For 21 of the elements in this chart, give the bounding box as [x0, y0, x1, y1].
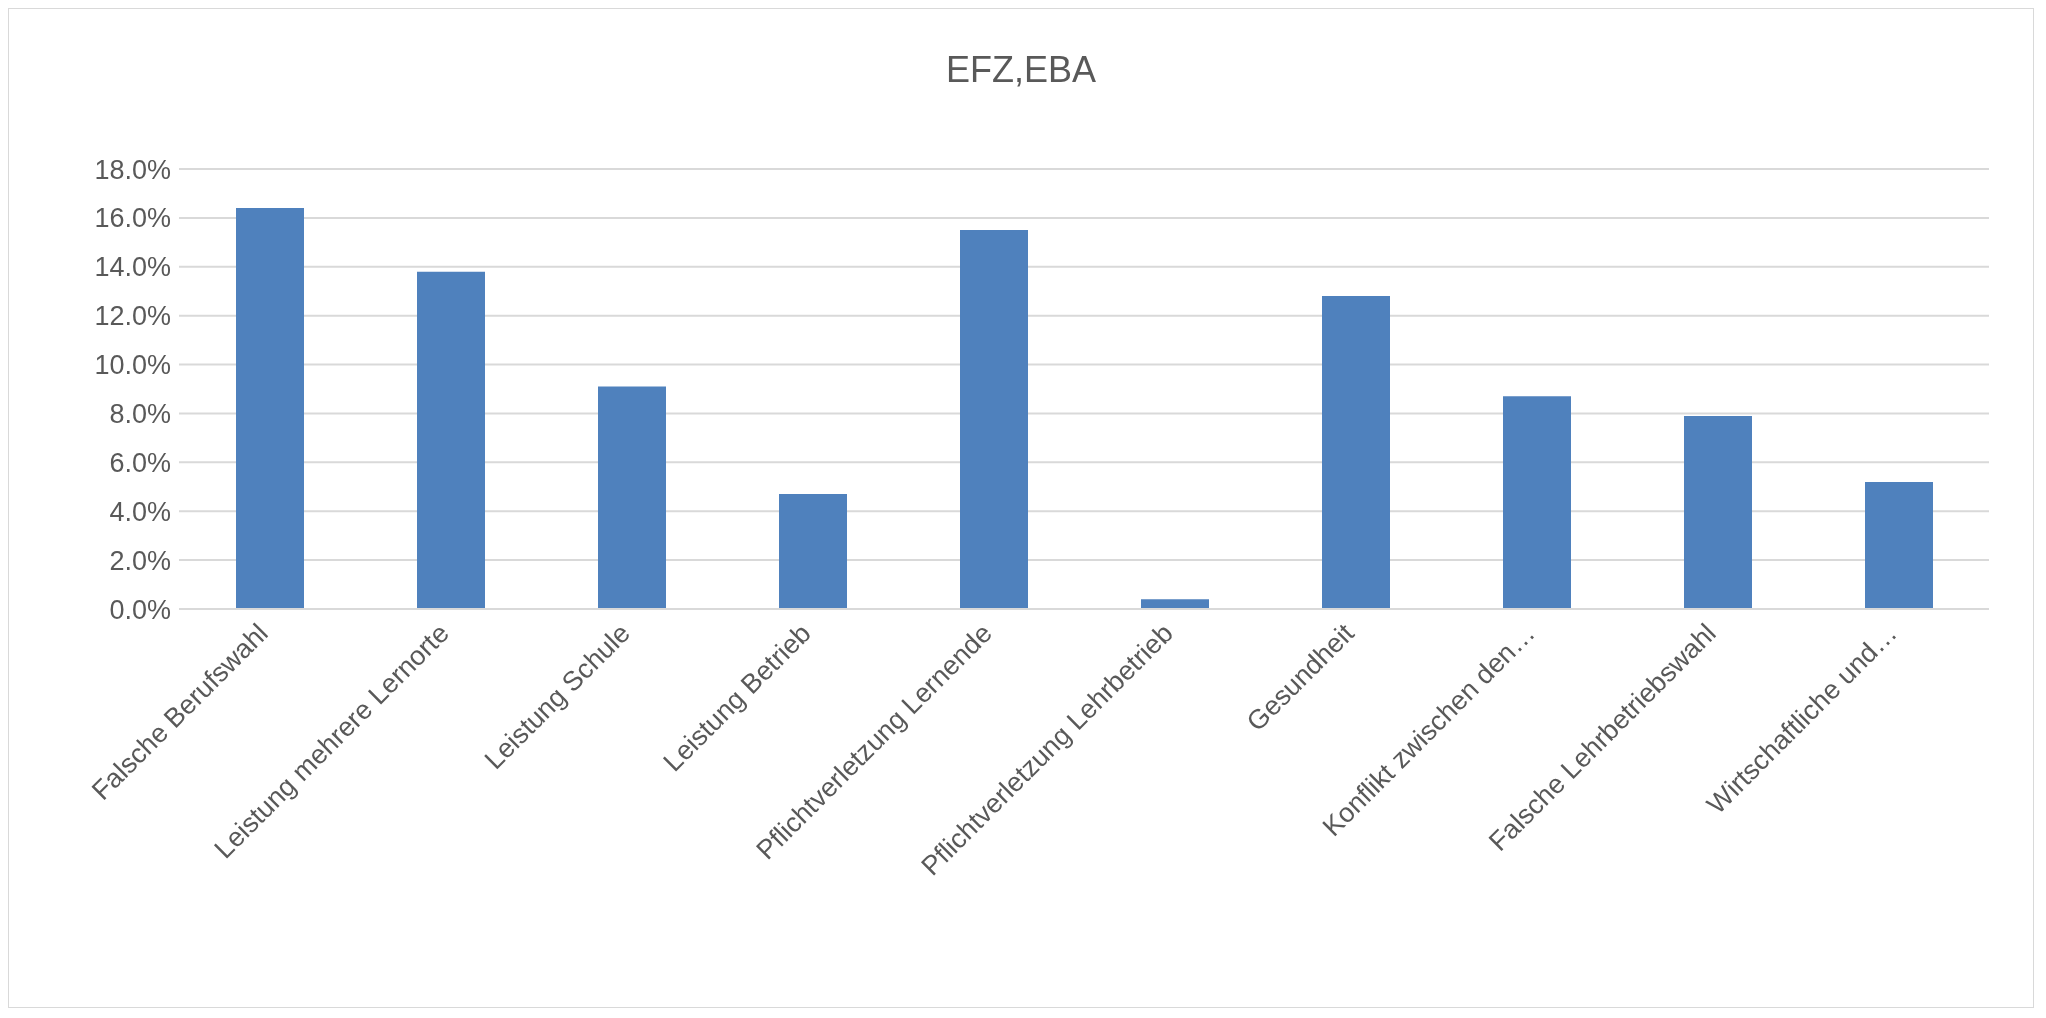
bar [779, 494, 847, 609]
bar [598, 386, 666, 609]
y-tick-label: 2.0% [109, 545, 171, 576]
bar [417, 271, 485, 609]
y-tick-label: 12.0% [94, 301, 171, 332]
y-tick-label: 10.0% [94, 350, 171, 381]
bar [1503, 396, 1571, 609]
chart-title: EFZ,EBA [945, 49, 1097, 91]
y-tick-label: 6.0% [109, 447, 171, 478]
bar [1141, 599, 1209, 609]
y-tick-label: 14.0% [94, 252, 171, 283]
y-tick-label: 0.0% [109, 594, 171, 625]
bar [960, 230, 1028, 609]
y-tick-label: 16.0% [94, 203, 171, 234]
y-tick-label: 4.0% [109, 496, 171, 527]
bar [236, 208, 304, 609]
bar [1684, 415, 1752, 609]
bar [1865, 481, 1933, 609]
y-tick-label: 8.0% [109, 399, 171, 430]
y-tick-label: 18.0% [94, 154, 171, 185]
bar [1322, 296, 1390, 609]
